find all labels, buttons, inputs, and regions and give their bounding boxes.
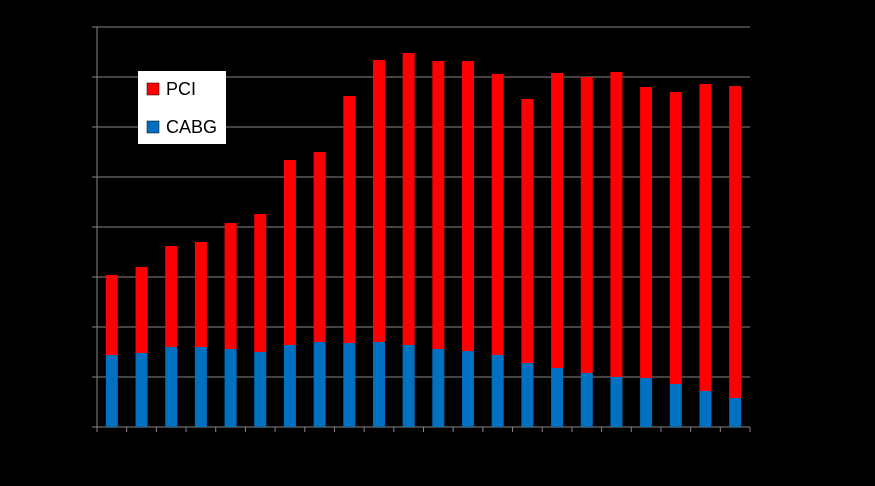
bar-segment [729, 398, 742, 427]
bar-segment [313, 342, 326, 427]
legend-label: PCI [166, 79, 196, 99]
y-tick-label: 3 [77, 266, 87, 286]
bar-segment [610, 377, 623, 427]
bar-segment [610, 72, 623, 377]
bar-segment [462, 351, 475, 427]
y-tick-label: 4 [77, 216, 87, 236]
bar-segment [343, 343, 356, 427]
bar-segment [283, 345, 296, 427]
bar-segment [491, 74, 504, 355]
bar-segment [313, 152, 326, 342]
bar-segment [135, 267, 148, 353]
bar-segment [254, 214, 267, 352]
bar-segment [372, 342, 385, 427]
bar-segment [729, 86, 742, 398]
bar-segment [165, 246, 178, 347]
bar-segment [491, 355, 504, 427]
bar-segment [135, 353, 148, 427]
bar-segment [105, 275, 118, 355]
bar-segment [669, 384, 682, 427]
bar-segment [551, 368, 564, 427]
legend: PCI CABG [138, 71, 226, 144]
bar-segment [194, 347, 207, 427]
legend-label: CABG [166, 117, 217, 137]
bar-segment [224, 349, 237, 427]
bar-segment [432, 349, 445, 427]
y-tick-label: 8 [77, 16, 87, 36]
bar-segment [194, 242, 207, 347]
bar-segment [521, 363, 534, 427]
bar-segment [640, 87, 653, 378]
y-tick-label: 0 [77, 416, 87, 436]
bar-segment [462, 61, 475, 351]
bar-segment [699, 84, 712, 391]
bar-segment [432, 61, 445, 349]
y-tick-label: 1 [77, 366, 87, 386]
bar-segment [669, 92, 682, 384]
bar-segment [699, 391, 712, 427]
bar-segment [343, 96, 356, 343]
bar-segment [580, 77, 593, 373]
bar-segment [283, 160, 296, 345]
legend-swatch [146, 120, 160, 134]
bar-segment [521, 99, 534, 363]
legend-swatch [146, 82, 160, 96]
bar-segment [551, 73, 564, 368]
bar-segment [402, 53, 415, 345]
y-tick-label: 2 [77, 316, 87, 336]
bar-segment [224, 223, 237, 349]
bar-segment [372, 60, 385, 342]
bar-segment [105, 355, 118, 427]
y-tick-label: 5 [77, 166, 87, 186]
y-tick-label: 7 [77, 66, 87, 86]
y-tick-label: 6 [77, 116, 87, 136]
bar-segment [580, 373, 593, 427]
bar-segment [402, 345, 415, 427]
bar-segment [254, 352, 267, 427]
bar-segment [640, 378, 653, 427]
bar-segment [165, 347, 178, 427]
